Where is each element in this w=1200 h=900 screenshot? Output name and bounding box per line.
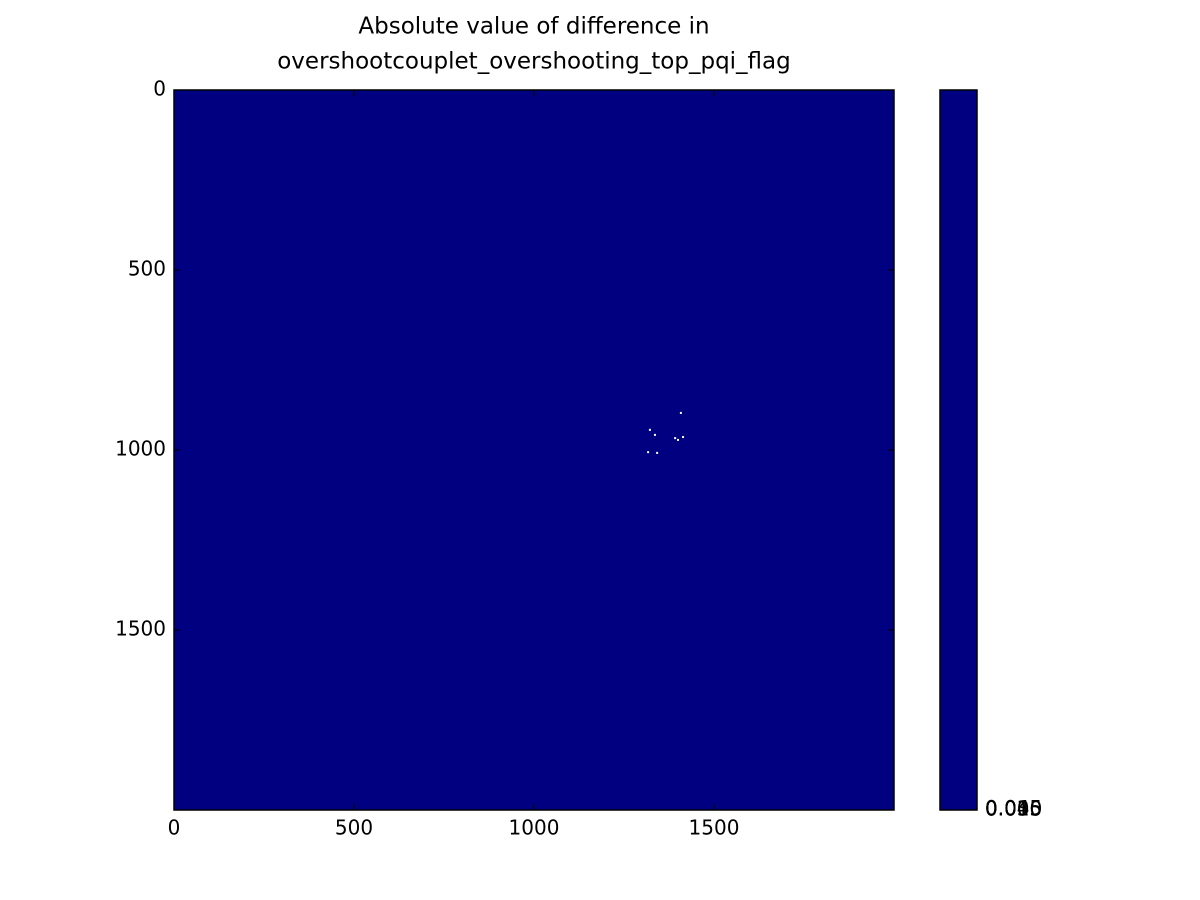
x-tick-label: 0 [168, 816, 181, 840]
colorbar-tick-label: 0.015 [985, 796, 1042, 820]
data-point [653, 433, 656, 436]
x-tick-label: 1500 [689, 816, 740, 840]
heatmap-background [174, 90, 894, 810]
y-tick-label: 1500 [115, 617, 166, 641]
x-tick-label: 1000 [509, 816, 560, 840]
colorbar-tick-label: 0.045 [985, 796, 1042, 820]
colorbar-tick-label: 0.000 [985, 797, 1042, 821]
chart-title: Absolute value of difference in [358, 14, 709, 40]
chart-title: overshootcouplet_overshooting_top_pqi_fl… [277, 49, 791, 75]
data-point [648, 428, 651, 431]
data-point [682, 436, 685, 439]
x-tick-label: 500 [335, 816, 373, 840]
data-point [656, 451, 659, 454]
colorbar-tick-label: 0.030 [985, 796, 1042, 820]
y-tick-label: 0 [153, 77, 166, 101]
data-point [679, 411, 682, 414]
y-tick-label: 1000 [115, 437, 166, 461]
data-point [677, 438, 679, 441]
y-tick-label: 500 [128, 257, 166, 281]
colorbar [939, 89, 978, 811]
data-point [647, 451, 650, 454]
data-point [674, 437, 677, 440]
